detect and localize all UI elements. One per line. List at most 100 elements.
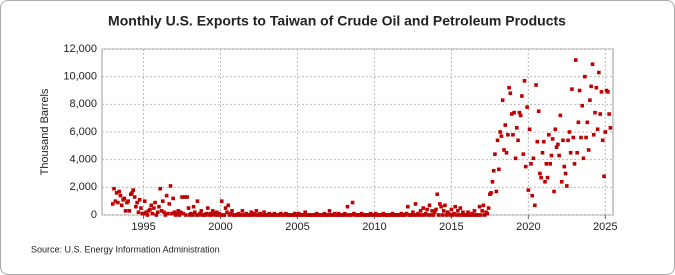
- y-tick-label: 8,000: [69, 98, 97, 110]
- data-point: [113, 199, 118, 203]
- data-point: [567, 130, 572, 134]
- data-point: [499, 134, 504, 138]
- data-point: [541, 139, 546, 144]
- data-point: [590, 62, 595, 67]
- data-point: [476, 213, 481, 217]
- data-point: [160, 199, 165, 203]
- data-point: [485, 211, 490, 216]
- data-point: [118, 193, 123, 198]
- data-point: [494, 189, 499, 194]
- data-point: [421, 206, 426, 210]
- data-point: [172, 210, 177, 215]
- data-point: [496, 167, 501, 172]
- data-point: [440, 213, 445, 217]
- data-point: [566, 138, 570, 143]
- data-point: [577, 88, 582, 93]
- data-point: [554, 145, 559, 150]
- data-point: [112, 186, 116, 191]
- data-point: [119, 203, 124, 208]
- x-tick-label: 2005: [285, 221, 309, 233]
- data-point: [556, 142, 560, 147]
- data-point: [205, 206, 210, 210]
- data-point: [240, 209, 245, 213]
- data-point: [516, 138, 520, 143]
- data-point: [144, 210, 148, 215]
- data-point: [594, 85, 599, 90]
- y-tick-label: 6,000: [69, 126, 97, 138]
- data-point: [149, 203, 154, 208]
- data-point: [581, 156, 586, 161]
- data-point: [430, 209, 434, 213]
- data-point: [123, 209, 128, 213]
- data-point: [526, 188, 531, 192]
- data-point: [459, 213, 464, 217]
- data-point: [190, 213, 195, 217]
- data-point: [154, 213, 159, 217]
- data-point: [538, 171, 542, 176]
- data-point: [204, 211, 209, 216]
- data-point: [504, 150, 509, 155]
- data-point: [579, 135, 583, 140]
- x-tick-label: 2015: [439, 221, 463, 233]
- data-point: [512, 110, 516, 115]
- data-point: [545, 175, 550, 180]
- data-point: [515, 126, 519, 130]
- data-point: [214, 210, 219, 215]
- data-point: [523, 164, 528, 169]
- data-point: [586, 148, 591, 152]
- data-point: [239, 213, 243, 217]
- data-point: [544, 162, 549, 166]
- x-tick-label: 2020: [516, 221, 540, 233]
- data-point: [521, 152, 526, 156]
- data-point: [479, 213, 483, 217]
- data-point: [181, 211, 186, 216]
- data-point: [148, 207, 152, 212]
- data-point: [557, 153, 561, 158]
- x-tick-label: 2000: [208, 221, 232, 233]
- data-point: [490, 180, 495, 184]
- data-point: [561, 138, 565, 143]
- data-point: [547, 132, 551, 137]
- data-point: [223, 206, 228, 210]
- data-point: [116, 200, 120, 205]
- data-point: [131, 188, 136, 192]
- data-point: [426, 213, 431, 217]
- data-point: [558, 113, 563, 118]
- source-note: Source: U.S. Energy Information Administ…: [31, 244, 220, 254]
- data-point: [219, 199, 224, 203]
- data-point: [349, 213, 354, 217]
- data-point: [439, 204, 443, 209]
- data-point: [495, 138, 500, 143]
- data-point: [142, 199, 147, 203]
- data-point: [167, 202, 172, 206]
- data-point: [491, 168, 496, 173]
- data-point: [438, 202, 442, 206]
- data-point: [530, 193, 534, 198]
- data-point: [153, 200, 157, 205]
- data-point: [179, 210, 183, 215]
- data-point: [443, 203, 447, 208]
- data-point: [534, 83, 538, 87]
- data-point: [145, 213, 150, 217]
- data-point: [472, 209, 477, 213]
- data-point: [193, 210, 197, 215]
- data-point: [435, 192, 440, 197]
- data-point: [164, 193, 169, 198]
- data-point: [522, 79, 527, 83]
- data-point: [527, 127, 532, 132]
- data-point: [444, 213, 449, 217]
- data-point: [166, 211, 170, 216]
- data-point: [543, 180, 547, 184]
- data-point: [441, 209, 446, 213]
- data-point: [572, 162, 577, 166]
- data-point: [575, 150, 579, 155]
- data-point: [420, 213, 424, 217]
- y-tick-label: 0: [91, 209, 97, 221]
- data-point: [409, 213, 414, 217]
- data-point: [404, 211, 409, 216]
- data-point: [477, 204, 482, 209]
- data-point: [141, 211, 146, 216]
- data-point: [114, 191, 119, 195]
